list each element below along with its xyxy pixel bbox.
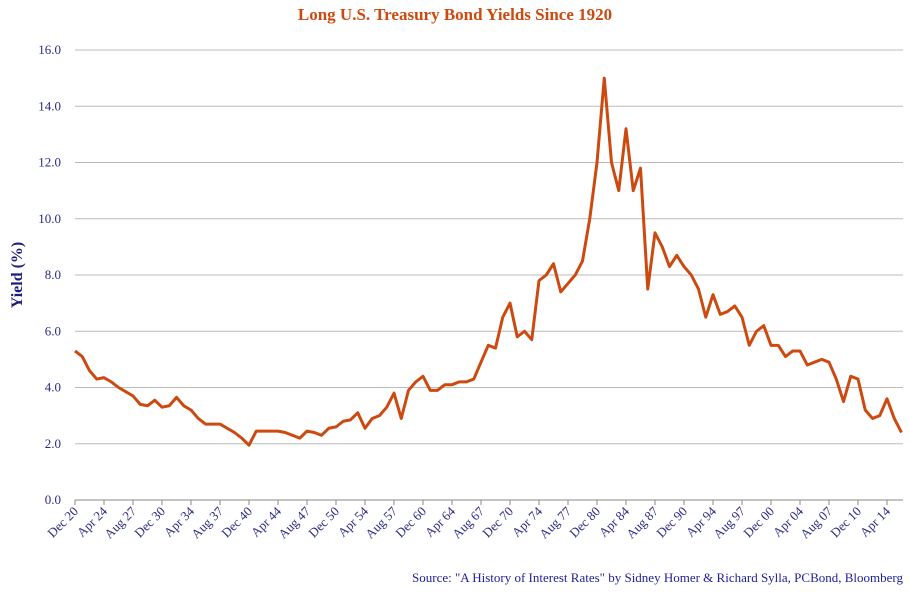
data-line (74, 76, 903, 447)
x-tick-label: Aug 27 (101, 503, 139, 541)
x-tick-label: Aug 37 (188, 503, 226, 541)
x-tick-label: Aug 77 (536, 503, 574, 541)
x-tick-label: Dec 10 (827, 504, 864, 541)
x-tick-label: Dec 60 (392, 504, 429, 541)
y-tick-label: 4.0 (45, 380, 61, 395)
x-tick-label: Dec 20 (44, 504, 81, 541)
y-tick-label: 0.0 (45, 492, 61, 507)
y-tick-label: 6.0 (45, 323, 61, 338)
y-tick-label: 14.0 (38, 98, 61, 113)
y-tick-label: 10.0 (38, 211, 61, 226)
x-tick-label: Dec 00 (740, 504, 777, 541)
chart-title: Long U.S. Treasury Bond Yields Since 192… (298, 5, 612, 24)
x-tick-label: Aug 07 (797, 503, 835, 541)
x-tick-label: Aug 67 (449, 503, 487, 541)
y-tick-label: 16.0 (38, 42, 61, 57)
x-tick-label: Aug 87 (623, 503, 661, 541)
y-tick-label: 2.0 (45, 436, 61, 451)
x-tick-label: Dec 80 (566, 504, 603, 541)
x-tick-label: Apr 14 (857, 503, 894, 540)
y-tick-label: 12.0 (38, 155, 61, 170)
x-tick-label: Aug 47 (275, 503, 313, 541)
x-tick-label: Dec 30 (131, 504, 168, 541)
x-tick-label: Aug 97 (710, 503, 748, 541)
y-tick-label: 8.0 (45, 267, 61, 282)
x-tick-label: Dec 70 (479, 504, 516, 541)
x-tick-label: Aug 57 (362, 503, 400, 541)
x-tick-label: Dec 50 (305, 504, 342, 541)
source-note: Source: "A History of Interest Rates" by… (412, 570, 903, 585)
x-tick-label: Dec 90 (653, 504, 690, 541)
x-tick-label: Dec 40 (218, 504, 255, 541)
y-axis-label: Yield (%) (9, 242, 26, 309)
